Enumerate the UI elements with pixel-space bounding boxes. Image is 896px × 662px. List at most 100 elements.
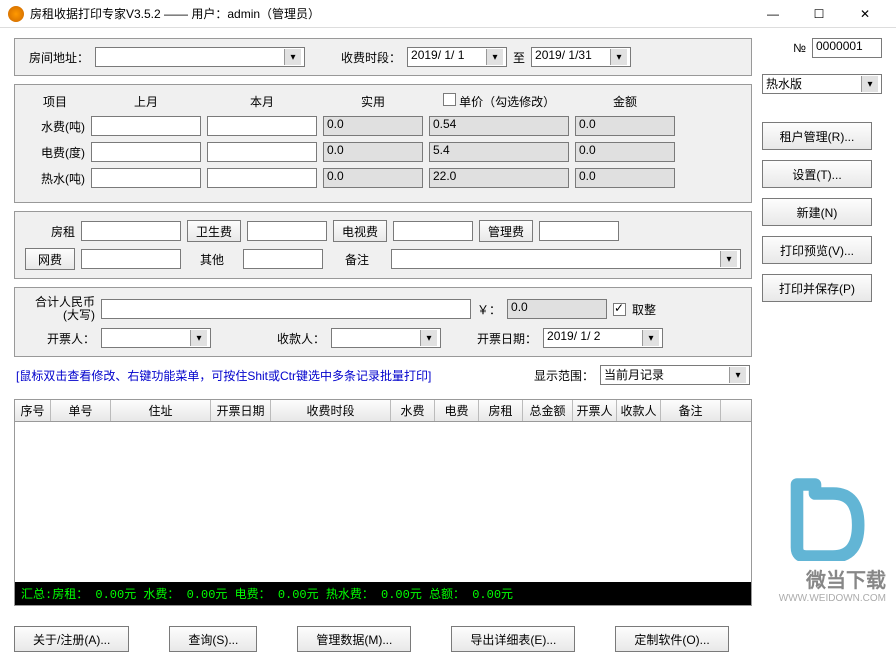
net-fee-button[interactable]: 网费	[25, 248, 75, 270]
col-price-header: 单价（勾选修改）	[429, 93, 569, 110]
water-price: 0.54	[429, 116, 569, 136]
about-button[interactable]: 关于/注册(A)...	[14, 626, 129, 652]
clean-fee-button[interactable]: 卫生费	[187, 220, 241, 242]
hotwater-amount: 0.0	[575, 168, 675, 188]
minimize-button[interactable]: —	[750, 0, 796, 28]
col-last: 上月	[91, 93, 201, 110]
elec-amount: 0.0	[575, 142, 675, 162]
fees-panel: 房租 卫生费 电视费 管理费 网费 其他 备注	[14, 211, 752, 279]
table-col-9[interactable]: 开票人	[573, 400, 617, 421]
table-col-10[interactable]: 收款人	[617, 400, 661, 421]
total-panel: 合计人民币 (大写) ￥： 0.0 取整 开票人： 收款人： 开票日期： 201…	[14, 287, 752, 357]
app-icon	[8, 6, 24, 22]
table-col-11[interactable]: 备注	[661, 400, 721, 421]
mgmt-fee-button[interactable]: 管理费	[479, 220, 533, 242]
table-col-4[interactable]: 收费时段	[271, 400, 391, 421]
meter-row-elec: 电费(度) 0.0 5.4 0.0	[25, 142, 741, 162]
table-col-2[interactable]: 住址	[111, 400, 211, 421]
close-button[interactable]: ✕	[842, 0, 888, 28]
mgmt-fee-input[interactable]	[539, 221, 619, 241]
hotwater-price: 22.0	[429, 168, 569, 188]
col-curr: 本月	[207, 93, 317, 110]
col-amount: 金额	[575, 93, 675, 110]
other-input[interactable]	[243, 249, 323, 269]
settings-button[interactable]: 设置(T)...	[762, 160, 872, 188]
table-header: 序号单号住址开票日期收费时段水费电费房租总金额开票人收款人备注	[15, 400, 751, 422]
print-preview-button[interactable]: 打印预览(V)...	[762, 236, 872, 264]
round-checkbox[interactable]	[613, 303, 626, 316]
col-item: 项目	[25, 93, 85, 110]
water-amount: 0.0	[575, 116, 675, 136]
version-select[interactable]: 热水版	[762, 74, 882, 94]
period-from[interactable]: 2019/ 1/ 1	[407, 47, 507, 67]
hotwater-usage: 0.0	[323, 168, 423, 188]
period-to-label: 至	[513, 49, 525, 66]
summary-bar: 汇总:房租： 0.00元 水费： 0.00元 电费： 0.00元 热水费： 0.…	[15, 582, 751, 605]
water-label: 水费(吨)	[25, 118, 85, 135]
tenant-mgmt-button[interactable]: 租户管理(R)...	[762, 122, 872, 150]
water-curr-input[interactable]	[207, 116, 317, 136]
print-save-button[interactable]: 打印并保存(P)	[762, 274, 872, 302]
elec-curr-input[interactable]	[207, 142, 317, 162]
clean-fee-input[interactable]	[247, 221, 327, 241]
manage-data-button[interactable]: 管理数据(M)...	[297, 626, 411, 652]
period-to[interactable]: 2019/ 1/31	[531, 47, 631, 67]
address-period-panel: 房间地址： 收费时段： 2019/ 1/ 1 至 2019/ 1/31	[14, 38, 752, 76]
export-button[interactable]: 导出详细表(E)...	[451, 626, 575, 652]
address-label: 房间地址：	[25, 49, 89, 66]
window-title: 房租收据打印专家V3.5.2 —— 用户：admin（管理员）	[30, 5, 750, 22]
remark-select[interactable]	[391, 249, 741, 269]
water-usage: 0.0	[323, 116, 423, 136]
net-fee-input[interactable]	[81, 249, 181, 269]
elec-label: 电费(度)	[25, 144, 85, 161]
remark-label: 备注	[329, 251, 385, 268]
hotwater-label: 热水(吨)	[25, 170, 85, 187]
other-label: 其他	[187, 251, 237, 268]
elec-usage: 0.0	[323, 142, 423, 162]
elec-last-input[interactable]	[91, 142, 201, 162]
col-usage: 实用	[323, 93, 423, 110]
address-select[interactable]	[95, 47, 305, 67]
table-col-3[interactable]: 开票日期	[211, 400, 271, 421]
meter-row-hotwater: 热水(吨) 0.0 22.0 0.0	[25, 168, 741, 188]
water-last-input[interactable]	[91, 116, 201, 136]
cashier-label: 收款人：	[277, 330, 325, 347]
maximize-button[interactable]: ☐	[796, 0, 842, 28]
records-table: 序号单号住址开票日期收费时段水费电费房租总金额开票人收款人备注 汇总:房租： 0…	[14, 399, 752, 606]
receipt-no: 0000001	[812, 38, 882, 58]
elec-price: 5.4	[429, 142, 569, 162]
total-cn-label: 合计人民币 (大写)	[25, 296, 95, 322]
table-body[interactable]	[15, 422, 751, 582]
table-col-5[interactable]: 水费	[391, 400, 435, 421]
hotwater-curr-input[interactable]	[207, 168, 317, 188]
rent-label: 房租	[25, 223, 75, 240]
new-button[interactable]: 新建(N)	[762, 198, 872, 226]
titlebar: 房租收据打印专家V3.5.2 —— 用户：admin（管理员） — ☐ ✕	[0, 0, 896, 28]
hint-text: [鼠标双击查看修改、右键功能菜单，可按住Shit或Ctr键选中多条记录批量打印]	[16, 367, 431, 384]
table-col-8[interactable]: 总金额	[523, 400, 573, 421]
currency-label: ￥：	[477, 301, 501, 318]
table-col-0[interactable]: 序号	[15, 400, 51, 421]
table-col-7[interactable]: 房租	[479, 400, 523, 421]
total-numeric: 0.0	[507, 299, 607, 319]
query-button[interactable]: 查询(S)...	[169, 626, 257, 652]
scope-select[interactable]: 当前月记录	[600, 365, 750, 385]
meter-row-water: 水费(吨) 0.0 0.54 0.0	[25, 116, 741, 136]
no-label: №	[793, 41, 806, 55]
total-cn-input[interactable]	[101, 299, 471, 319]
price-edit-checkbox[interactable]	[443, 93, 456, 106]
table-col-1[interactable]: 单号	[51, 400, 111, 421]
hotwater-last-input[interactable]	[91, 168, 201, 188]
issue-date-select[interactable]: 2019/ 1/ 2	[543, 328, 663, 348]
scope-label: 显示范围：	[534, 367, 594, 384]
issuer-select[interactable]	[101, 328, 211, 348]
tv-fee-button[interactable]: 电视费	[333, 220, 387, 242]
custom-sw-button[interactable]: 定制软件(O)...	[615, 626, 728, 652]
issuer-label: 开票人：	[25, 330, 95, 347]
table-col-6[interactable]: 电费	[435, 400, 479, 421]
cashier-select[interactable]	[331, 328, 441, 348]
issue-date-label: 开票日期：	[477, 330, 537, 347]
tv-fee-input[interactable]	[393, 221, 473, 241]
period-label: 收费时段：	[341, 49, 401, 66]
rent-input[interactable]	[81, 221, 181, 241]
